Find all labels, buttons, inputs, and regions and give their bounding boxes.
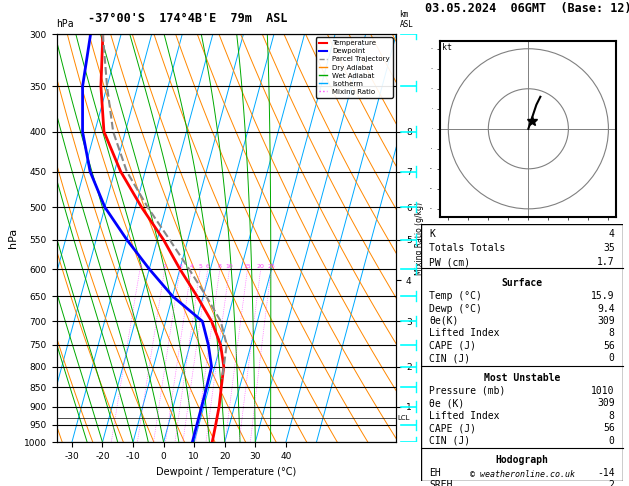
Text: 8: 8	[609, 411, 615, 420]
Text: CIN (J): CIN (J)	[430, 435, 470, 446]
Text: 1: 1	[138, 264, 142, 269]
Text: 0: 0	[609, 353, 615, 364]
Text: 56: 56	[603, 423, 615, 433]
Text: 6: 6	[206, 264, 209, 269]
Text: -37°00'S  174°4B'E  79m  ASL: -37°00'S 174°4B'E 79m ASL	[88, 12, 287, 25]
Text: 2: 2	[163, 264, 167, 269]
Text: Temp (°C): Temp (°C)	[430, 291, 482, 301]
Text: SREH: SREH	[430, 480, 453, 486]
Text: 03.05.2024  06GMT  (Base: 12): 03.05.2024 06GMT (Base: 12)	[425, 2, 629, 15]
Text: 2: 2	[609, 480, 615, 486]
Text: Hodograph: Hodograph	[496, 455, 548, 465]
Text: 8: 8	[218, 264, 222, 269]
Text: 15: 15	[243, 264, 252, 269]
Text: 8: 8	[609, 329, 615, 338]
Text: 9.4: 9.4	[597, 304, 615, 313]
Text: 56: 56	[603, 341, 615, 351]
Text: 4: 4	[609, 229, 615, 239]
Text: θe (K): θe (K)	[430, 398, 465, 408]
Text: Most Unstable: Most Unstable	[484, 373, 560, 383]
Y-axis label: Mixing Ratio (g/kg): Mixing Ratio (g/kg)	[415, 202, 423, 275]
Text: © weatheronline.co.uk: © weatheronline.co.uk	[470, 469, 574, 479]
Text: θe(K): θe(K)	[430, 316, 459, 326]
Text: 35: 35	[603, 243, 615, 253]
Text: 3: 3	[178, 264, 182, 269]
Text: 309: 309	[597, 316, 615, 326]
Text: CAPE (J): CAPE (J)	[430, 341, 477, 351]
Text: Lifted Index: Lifted Index	[430, 329, 500, 338]
Text: 0: 0	[609, 435, 615, 446]
Text: CIN (J): CIN (J)	[430, 353, 470, 364]
Text: 5: 5	[198, 264, 202, 269]
Text: 309: 309	[597, 398, 615, 408]
Text: Surface: Surface	[501, 278, 543, 288]
Text: PW (cm): PW (cm)	[430, 257, 470, 267]
Text: 1010: 1010	[591, 386, 615, 396]
Text: km
ASL: km ASL	[399, 10, 413, 29]
Text: Totals Totals: Totals Totals	[430, 243, 506, 253]
Text: 10: 10	[226, 264, 233, 269]
Text: kt: kt	[442, 43, 452, 52]
Y-axis label: hPa: hPa	[8, 228, 18, 248]
Text: CAPE (J): CAPE (J)	[430, 423, 477, 433]
Text: Lifted Index: Lifted Index	[430, 411, 500, 420]
Legend: Temperature, Dewpoint, Parcel Trajectory, Dry Adiabat, Wet Adiabat, Isotherm, Mi: Temperature, Dewpoint, Parcel Trajectory…	[316, 37, 392, 98]
Text: 15.9: 15.9	[591, 291, 615, 301]
Text: EH: EH	[430, 468, 441, 478]
Text: Dewp (°C): Dewp (°C)	[430, 304, 482, 313]
Text: 1.7: 1.7	[597, 257, 615, 267]
Text: 25: 25	[267, 264, 275, 269]
Text: hPa: hPa	[57, 19, 74, 29]
Text: K: K	[430, 229, 435, 239]
Text: 4: 4	[189, 264, 193, 269]
Text: Pressure (mb): Pressure (mb)	[430, 386, 506, 396]
X-axis label: Dewpoint / Temperature (°C): Dewpoint / Temperature (°C)	[157, 467, 296, 477]
Text: 20: 20	[257, 264, 265, 269]
Text: -14: -14	[597, 468, 615, 478]
Text: LCL: LCL	[397, 415, 409, 421]
